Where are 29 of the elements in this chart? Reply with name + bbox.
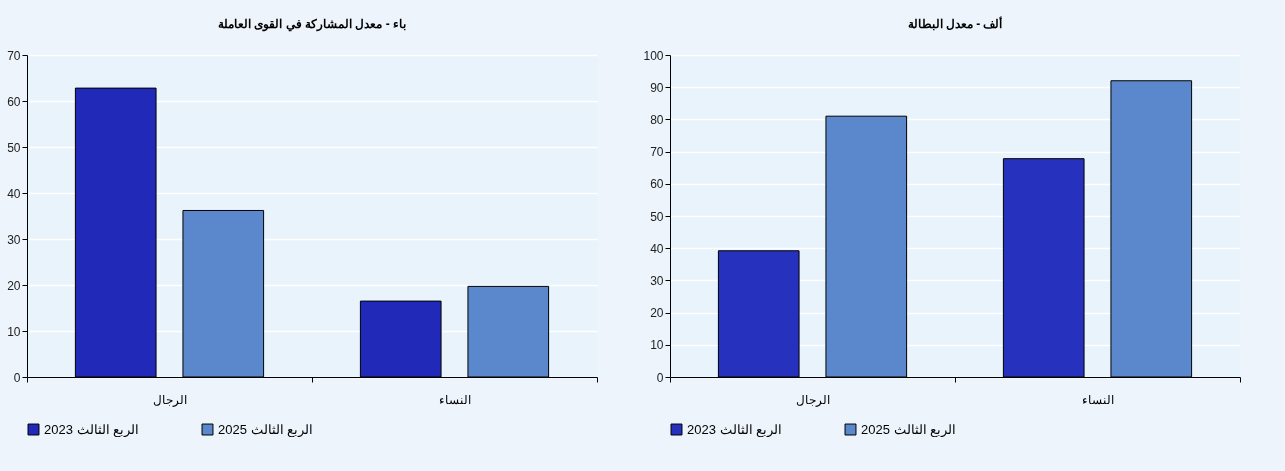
legend-label: الربع الثالث 2025 (218, 421, 314, 438)
y-tick-label: 50 (650, 209, 664, 224)
x-tick-label: الرجال (153, 392, 187, 407)
y-tick-label: 0 (656, 370, 664, 385)
y-tick-label: 70 (7, 48, 21, 63)
y-tick-label: 70 (650, 145, 664, 160)
y-tick-label: 90 (650, 80, 664, 95)
x-tick-label: النساء (1082, 392, 1114, 407)
y-tick-label: 60 (7, 94, 21, 109)
y-tick-label: 10 (650, 338, 664, 353)
y-tick-label: 40 (7, 186, 21, 201)
y-tick-label: 40 (650, 241, 664, 256)
y-tick-label: 20 (650, 306, 664, 321)
x-tick-label: الرجال (796, 392, 830, 407)
y-tick-label: 30 (650, 273, 664, 288)
y-tick-label: 30 (7, 232, 21, 247)
y-tick-label: 100 (643, 48, 664, 63)
x-tick-label: النساء (439, 392, 471, 407)
chart-title: ألف - معدل البطالة (907, 16, 1003, 31)
legend-label: الربع الثالث 2023 (687, 421, 783, 438)
y-tick-label: 80 (650, 112, 664, 127)
chart-title: باء - معدل المشاركة في القوى العاملة (218, 17, 406, 32)
y-tick-label: 50 (7, 140, 21, 155)
legend-label: الربع الثالث 2025 (861, 421, 957, 438)
y-tick-label: 20 (7, 278, 21, 293)
y-tick-label: 60 (650, 177, 664, 192)
y-tick-label: 0 (13, 370, 21, 385)
y-tick-label: 10 (7, 324, 21, 339)
legend-label: الربع الثالث 2023 (44, 421, 140, 438)
